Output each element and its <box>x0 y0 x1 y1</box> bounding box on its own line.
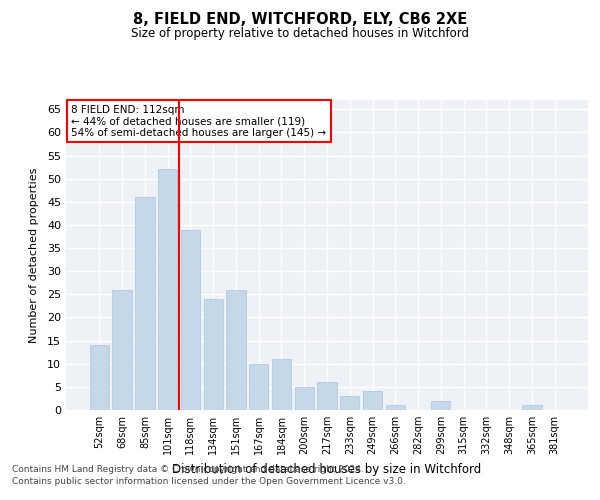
Bar <box>317 382 337 410</box>
X-axis label: Distribution of detached houses by size in Witchford: Distribution of detached houses by size … <box>172 462 482 475</box>
Bar <box>295 387 314 410</box>
Bar <box>203 299 223 410</box>
Bar <box>158 170 178 410</box>
Text: 8, FIELD END, WITCHFORD, ELY, CB6 2XE: 8, FIELD END, WITCHFORD, ELY, CB6 2XE <box>133 12 467 28</box>
Bar <box>272 359 291 410</box>
Bar <box>112 290 132 410</box>
Bar <box>431 400 451 410</box>
Bar <box>386 406 405 410</box>
Bar <box>181 230 200 410</box>
Text: Contains HM Land Registry data © Crown copyright and database right 2024.: Contains HM Land Registry data © Crown c… <box>12 466 364 474</box>
Bar <box>90 345 109 410</box>
Bar <box>522 406 542 410</box>
Bar <box>363 392 382 410</box>
Text: Size of property relative to detached houses in Witchford: Size of property relative to detached ho… <box>131 28 469 40</box>
Bar <box>226 290 245 410</box>
Bar <box>340 396 359 410</box>
Bar <box>135 197 155 410</box>
Bar <box>249 364 268 410</box>
Text: 8 FIELD END: 112sqm
← 44% of detached houses are smaller (119)
54% of semi-detac: 8 FIELD END: 112sqm ← 44% of detached ho… <box>71 104 326 138</box>
Text: Contains public sector information licensed under the Open Government Licence v3: Contains public sector information licen… <box>12 477 406 486</box>
Y-axis label: Number of detached properties: Number of detached properties <box>29 168 38 342</box>
